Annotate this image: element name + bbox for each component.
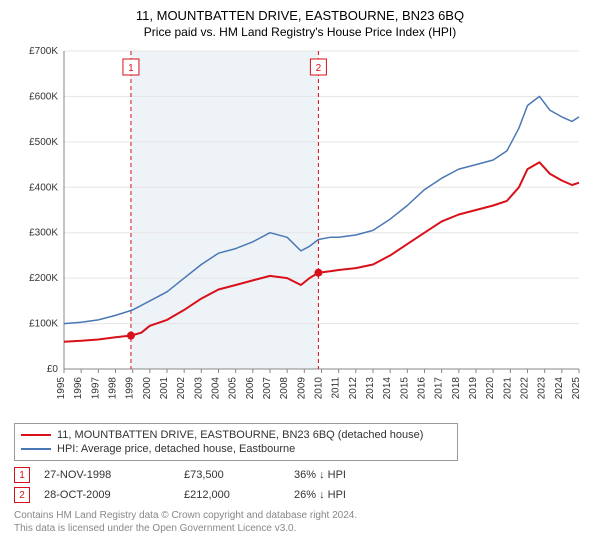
svg-text:2001: 2001: [159, 377, 170, 400]
svg-text:£300K: £300K: [29, 228, 58, 239]
legend-swatch: [21, 448, 51, 450]
legend-label: 11, MOUNTBATTEN DRIVE, EASTBOURNE, BN23 …: [57, 429, 423, 441]
svg-text:£500K: £500K: [29, 137, 58, 148]
svg-text:2009: 2009: [296, 377, 307, 400]
svg-text:£0: £0: [47, 364, 59, 375]
svg-text:2019: 2019: [468, 377, 479, 400]
svg-text:2014: 2014: [382, 377, 393, 400]
event-delta: 26% ↓ HPI: [294, 489, 346, 501]
event-price: £212,000: [184, 489, 294, 501]
svg-text:1: 1: [128, 63, 134, 74]
event-date: 28-OCT-2009: [44, 489, 184, 501]
svg-text:2000: 2000: [142, 377, 153, 400]
legend-swatch: [21, 434, 51, 436]
svg-text:1997: 1997: [90, 377, 101, 400]
event-marker-box: 2: [14, 487, 30, 503]
event-row: 1 27-NOV-1998 £73,500 36% ↓ HPI: [14, 467, 586, 483]
event-marker-box: 1: [14, 467, 30, 483]
svg-text:2010: 2010: [314, 377, 325, 400]
svg-text:2022: 2022: [520, 377, 531, 400]
svg-text:2015: 2015: [399, 377, 410, 400]
svg-text:2023: 2023: [537, 377, 548, 400]
legend-box: 11, MOUNTBATTEN DRIVE, EASTBOURNE, BN23 …: [14, 423, 458, 461]
svg-text:2021: 2021: [502, 377, 513, 400]
svg-text:2005: 2005: [228, 377, 239, 400]
svg-text:1996: 1996: [73, 377, 84, 400]
chart-title: 11, MOUNTBATTEN DRIVE, EASTBOURNE, BN23 …: [14, 8, 586, 23]
svg-text:2024: 2024: [554, 377, 565, 400]
svg-text:2: 2: [316, 63, 322, 74]
svg-text:£600K: £600K: [29, 91, 58, 102]
svg-text:2006: 2006: [245, 377, 256, 400]
svg-text:1999: 1999: [125, 377, 136, 400]
chart-container: 11, MOUNTBATTEN DRIVE, EASTBOURNE, BN23 …: [0, 0, 600, 560]
svg-text:1995: 1995: [56, 377, 67, 400]
svg-text:£400K: £400K: [29, 182, 58, 193]
event-date: 27-NOV-1998: [44, 469, 184, 481]
event-row: 2 28-OCT-2009 £212,000 26% ↓ HPI: [14, 487, 586, 503]
svg-text:£700K: £700K: [29, 46, 58, 57]
svg-text:2004: 2004: [211, 377, 222, 400]
svg-text:2018: 2018: [451, 377, 462, 400]
svg-text:2020: 2020: [485, 377, 496, 400]
svg-text:2008: 2008: [279, 377, 290, 400]
svg-text:2012: 2012: [348, 377, 359, 400]
svg-text:2002: 2002: [176, 377, 187, 400]
footer-line: This data is licensed under the Open Gov…: [14, 522, 586, 535]
svg-text:£100K: £100K: [29, 319, 58, 330]
legend-label: HPI: Average price, detached house, East…: [57, 443, 295, 455]
events-table: 1 27-NOV-1998 £73,500 36% ↓ HPI 2 28-OCT…: [14, 467, 586, 503]
svg-text:1998: 1998: [108, 377, 119, 400]
chart-area: £0 £100K £200K £300K £400K £500K £600K £700K 199…: [14, 45, 586, 415]
svg-text:2017: 2017: [434, 377, 445, 400]
footer-attribution: Contains HM Land Registry data © Crown c…: [14, 509, 586, 535]
svg-text:2025: 2025: [571, 377, 582, 400]
svg-text:£200K: £200K: [29, 273, 58, 284]
svg-text:2007: 2007: [262, 377, 273, 400]
svg-text:2003: 2003: [193, 377, 204, 400]
svg-text:2013: 2013: [365, 377, 376, 400]
event-delta: 36% ↓ HPI: [294, 469, 346, 481]
svg-text:2016: 2016: [417, 377, 428, 400]
event-price: £73,500: [184, 469, 294, 481]
chart-subtitle: Price paid vs. HM Land Registry's House …: [14, 25, 586, 39]
footer-line: Contains HM Land Registry data © Crown c…: [14, 509, 586, 522]
chart-svg: £0 £100K £200K £300K £400K £500K £600K £700K 199…: [14, 45, 586, 415]
legend-item: HPI: Average price, detached house, East…: [21, 443, 451, 455]
svg-text:2011: 2011: [331, 377, 342, 399]
legend-item: 11, MOUNTBATTEN DRIVE, EASTBOURNE, BN23 …: [21, 429, 451, 441]
